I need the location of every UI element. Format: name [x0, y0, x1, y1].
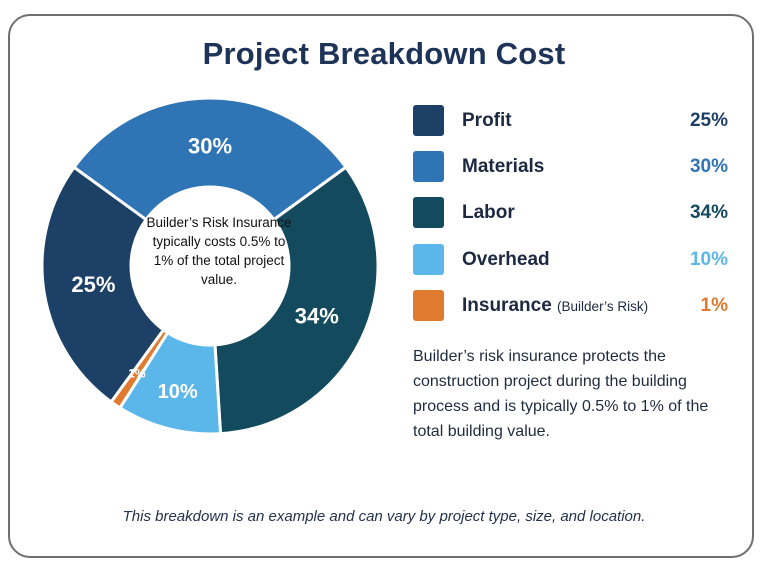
legend-item-insurance: Insurance (Builder’s Risk) 1%: [413, 290, 731, 322]
legend-sublabel: (Builder’s Risk): [557, 299, 649, 314]
legend-value: 34%: [689, 202, 728, 223]
legend-value: 25%: [689, 110, 728, 131]
slice-profit: [40, 165, 166, 404]
insurance-description: Builder’s risk insurance protects the co…: [413, 348, 709, 440]
chart-title: Project Breakdown Cost: [202, 36, 566, 71]
legend-value: 30%: [689, 156, 728, 177]
legend-label: Labor: [462, 202, 515, 223]
legend-swatch: [413, 105, 444, 136]
legend-value: 10%: [689, 249, 728, 270]
slice-insurance: [109, 328, 170, 410]
legend-swatch: [413, 197, 444, 228]
slice-label-insurance: 1%: [128, 367, 146, 381]
footnote: This breakdown is an example and can var…: [122, 508, 646, 525]
legend-swatch: [413, 290, 444, 321]
legend-item-materials: Materials 30%: [413, 151, 731, 183]
legend-item-overhead: Overhead 10%: [413, 244, 731, 276]
slice-labor: [213, 165, 380, 436]
legend-value: 1%: [700, 295, 728, 316]
donut-hole: [132, 188, 288, 344]
legend-item-profit: Profit 25%: [413, 105, 731, 137]
slice-materials: [72, 96, 348, 222]
legend-swatch: [413, 151, 444, 182]
legend-swatch: [413, 244, 444, 275]
slice-label-profit: 25%: [71, 272, 115, 297]
legend-label: Overhead: [462, 249, 550, 270]
legend-label: Materials: [462, 156, 545, 177]
slice-label-labor: 34%: [295, 304, 339, 329]
legend-label: Profit: [462, 110, 512, 131]
slice-label-materials: 30%: [188, 134, 232, 159]
legend-item-labor: Labor 34%: [413, 197, 731, 229]
center-note: Builder’s Risk Insurance typically costs…: [146, 215, 292, 287]
legend-label: Insurance (Builder’s Risk): [462, 295, 649, 316]
slice-label-overhead: 10%: [158, 381, 198, 403]
